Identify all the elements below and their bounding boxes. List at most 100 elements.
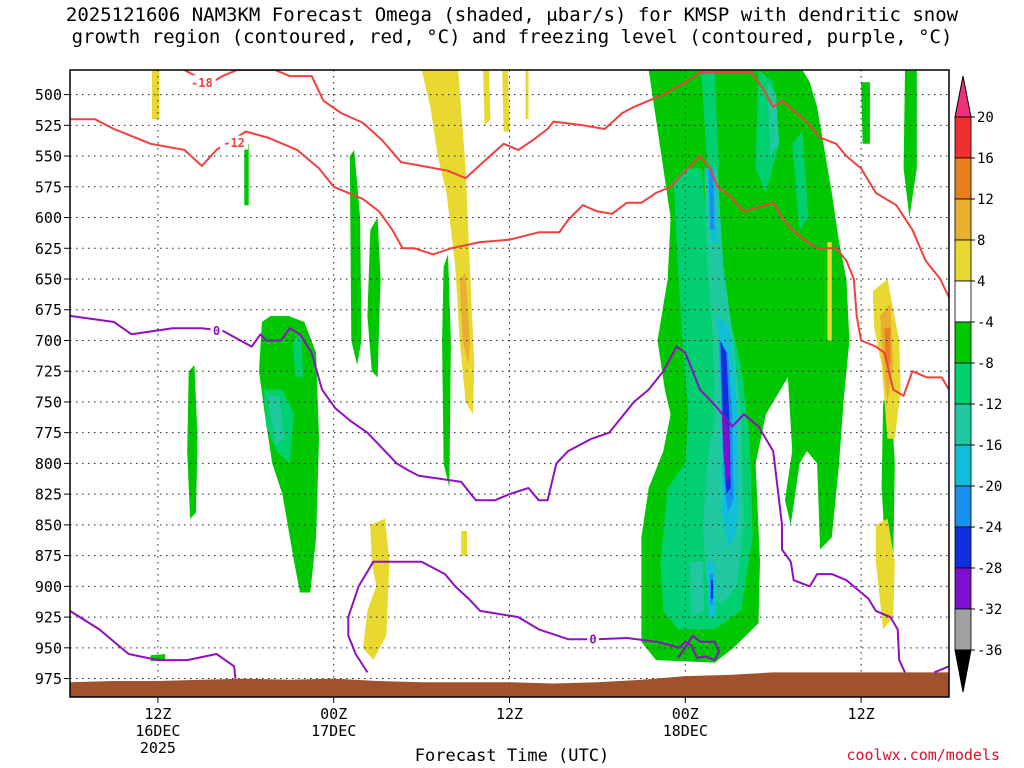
colorbar-segment-6 — [954, 362, 972, 405]
colorbar-label-5: -4 — [977, 315, 994, 331]
y-tick-label-650: 650 — [35, 271, 62, 289]
colorbar-segment-2 — [954, 198, 972, 241]
colorbar-label-13: -36 — [977, 643, 1002, 659]
x-tick-label-18-0: 00Z — [320, 705, 347, 723]
dgz-contour-line-1 — [70, 118, 949, 397]
colorbar-segment-3 — [954, 239, 972, 282]
omega-region-4-7 — [827, 242, 832, 341]
colorbar-segment-7 — [954, 403, 972, 446]
colorbar-label-3: 8 — [977, 233, 985, 249]
temperature-contours: -18 -12 0 0 — [70, 70, 949, 679]
colorbar-segment-10 — [954, 526, 972, 569]
x-tick-label-6-0: 12Z — [144, 705, 171, 723]
freezing-contour-label-0: 0 — [213, 324, 220, 338]
colorbar-segment-4 — [954, 280, 972, 323]
colorbar-segment-5 — [954, 321, 972, 364]
omega-region-neg8-1 — [292, 334, 303, 378]
y-tick-label-875: 875 — [35, 547, 62, 565]
dgz-contour-label-bg-1 — [220, 135, 249, 150]
y-tick-label-600: 600 — [35, 209, 62, 227]
omega-region-8-0 — [459, 272, 470, 366]
dgz-contour-line-0 — [183, 70, 949, 298]
colorbar-segment-1 — [954, 157, 972, 200]
colorbar-label-11: -28 — [977, 561, 1002, 577]
omega-region-neg8-3 — [701, 70, 719, 169]
y-tick-label-825: 825 — [35, 486, 62, 504]
freezing-contour-line-2 — [70, 610, 237, 679]
title-line-2: growth region (contoured, red, °C) and f… — [71, 26, 953, 48]
freezing-contour-line-0 — [70, 314, 906, 673]
y-tick-label-950: 950 — [35, 639, 62, 657]
colorbar-segment-12 — [954, 608, 972, 651]
omega-region-neg4-2 — [367, 217, 381, 378]
y-tick-label-525: 525 — [35, 117, 62, 135]
freezing-contour-label-bg-0 — [210, 323, 223, 338]
y-tick-label-900: 900 — [35, 578, 62, 596]
omega-region-neg12-0 — [267, 395, 284, 445]
dgz-contour-label-1: -12 — [223, 136, 245, 150]
freezing-contour-line-3 — [933, 665, 949, 674]
y-tick-label-575: 575 — [35, 178, 62, 196]
pressure-axis: 500 525 550 575 600 625 650 675 700 725 750 775 800 8… — [35, 86, 70, 688]
y-tick-label-925: 925 — [35, 609, 62, 627]
omega-region-neg12-2 — [689, 561, 705, 618]
omega-region-neg4-9 — [861, 82, 870, 144]
colorbar-top-arrow — [954, 75, 972, 118]
colorbar-label-9: -20 — [977, 479, 1002, 495]
y-tick-label-675: 675 — [35, 301, 62, 319]
colorbar-label-0: 20 — [977, 110, 994, 126]
dgz-contour-label-0: -18 — [191, 76, 213, 90]
x-tick-label-6-1: 16DEC — [135, 722, 180, 740]
y-tick-label-500: 500 — [35, 86, 62, 104]
x-tick-label-54-0: 12Z — [848, 705, 875, 723]
y-tick-label-750: 750 — [35, 393, 62, 411]
freezing-contour-label-1: 0 — [589, 633, 596, 647]
colorbar-label-8: -16 — [977, 438, 1002, 454]
x-tick-label-30-0: 12Z — [496, 705, 523, 723]
omega-region-neg4-3 — [442, 254, 451, 488]
y-tick-label-550: 550 — [35, 148, 62, 166]
credit-text: coolwx.com/models — [846, 746, 1000, 764]
freezing-contour-label-bg-1 — [587, 632, 600, 647]
colorbar-bottom-arrow — [954, 649, 972, 693]
omega-region-neg4-4 — [187, 365, 198, 519]
colorbar-label-7: -12 — [977, 397, 1002, 413]
x-tick-label-42-1: 18DEC — [663, 722, 708, 740]
y-tick-label-800: 800 — [35, 455, 62, 473]
x-tick-label-18-1: 17DEC — [311, 722, 356, 740]
y-tick-label-625: 625 — [35, 240, 62, 258]
colorbar-segment-9 — [954, 485, 972, 528]
omega-region-neg20-0 — [708, 168, 715, 230]
dgz-contour-label-bg-0 — [187, 75, 216, 90]
omega-region-neg4-5 — [244, 143, 249, 206]
omega-region-neg4-8 — [903, 70, 917, 218]
colorbar-segment-0 — [954, 116, 972, 159]
omega-region-neg28-0 — [721, 414, 730, 482]
omega-region-4-1 — [483, 70, 491, 126]
colorbar-label-2: 12 — [977, 192, 994, 208]
x-tick-label-6-2: 2025 — [140, 739, 176, 757]
colorbar-label-4: 4 — [977, 274, 985, 290]
y-tick-label-700: 700 — [35, 332, 62, 350]
x-axis-label: Forecast Time (UTC) — [414, 746, 610, 766]
y-tick-label-975: 975 — [35, 670, 62, 688]
ground-surface — [70, 672, 949, 697]
omega-region-4-2 — [502, 70, 510, 132]
y-tick-label-725: 725 — [35, 363, 62, 381]
colorbar-segment-11 — [954, 567, 972, 610]
omega-region-4-9 — [875, 518, 895, 630]
grid-lines — [70, 70, 949, 697]
colorbar-label-12: -32 — [977, 602, 1002, 618]
omega-region-neg4-1 — [349, 149, 362, 366]
y-tick-label-850: 850 — [35, 516, 62, 534]
colorbar-segment-8 — [954, 444, 972, 487]
omega-shading — [150, 70, 917, 663]
title-line-1: 2025121606 NAM3KM Forecast Omega (shaded… — [65, 4, 959, 26]
y-tick-label-775: 775 — [35, 424, 62, 442]
colorbar-label-1: 16 — [977, 151, 994, 167]
colorbar: 20 16 12 8 4 -4 -8 -12 -16 -20 -24 -28 -32 -36 — [954, 75, 1002, 693]
colorbar-label-10: -24 — [977, 520, 1002, 536]
chart-title: 2025121606 NAM3KM Forecast Omega (shaded… — [0, 4, 1024, 48]
